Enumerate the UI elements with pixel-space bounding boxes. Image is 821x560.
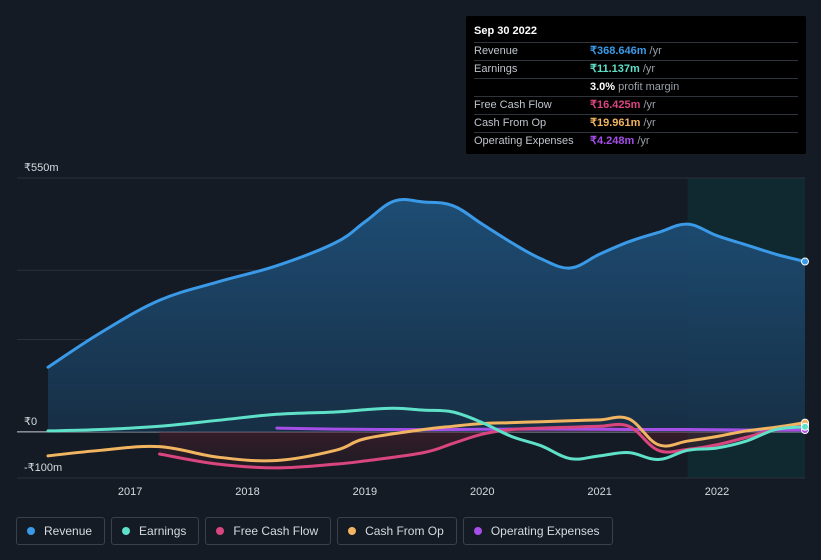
tooltip-row: Operating Expenses ₹4.248m/yr (474, 133, 798, 150)
tooltip-unit: /yr (643, 99, 656, 111)
x-tick-label: 2020 (470, 486, 494, 498)
tooltip-value: ₹19.961m (590, 117, 641, 129)
legend-dot-icon (473, 527, 482, 535)
series-line-cash-from-op (46, 415, 807, 463)
tooltip-date: Sep 30 2022 (474, 24, 798, 43)
tooltip: Sep 30 2022 Revenue ₹368.646m/yr Earnings ₹… (466, 16, 806, 154)
tooltip-row: Revenue ₹368.646m/yr (474, 43, 798, 61)
legend-item[interactable]: Cash From Op (337, 517, 457, 545)
series-line-earnings (46, 406, 807, 462)
tooltip-label: Revenue (474, 45, 519, 57)
chart: ₹550m ₹0 -₹100m 2017 2018 2019 2020 2021 2022 (17, 162, 809, 498)
series-end-point (801, 422, 809, 431)
tooltip-row: 3.0% profit margin (474, 79, 798, 97)
tooltip-label (474, 79, 590, 96)
tooltip-label: Operating Expenses (474, 135, 574, 147)
tooltip-label: Earnings (474, 63, 518, 75)
tooltip-value: ₹11.137m (590, 63, 640, 75)
x-tick-label: 2021 (587, 486, 611, 498)
x-tick-label: 2019 (353, 486, 377, 498)
tooltip-value: ₹4.248m (590, 135, 635, 147)
tooltip-unit: /yr (642, 63, 656, 75)
tooltip-value: 3.0% (590, 81, 616, 93)
tooltip-unit: /yr (643, 117, 656, 129)
legend-dot-icon (348, 527, 357, 535)
legend-dot-icon (122, 527, 131, 535)
y-tick-label: -₹100m (24, 462, 62, 474)
tooltip-unit: /yr (649, 45, 662, 57)
x-tick-label: 2017 (118, 486, 142, 498)
tooltip-row: Free Cash Flow ₹16.425m/yr (474, 97, 798, 115)
series-line-revenue (46, 198, 807, 369)
legend-label: Free Cash Flow (233, 524, 319, 538)
legend-label: Operating Expenses (490, 524, 600, 538)
tooltip-label: Cash From Op (474, 117, 547, 129)
tooltip-value: ₹16.425m (590, 99, 641, 111)
legend: Revenue Earnings Free Cash Flow Cash From O… (16, 517, 613, 545)
x-tick-label: 2022 (705, 486, 729, 498)
legend-label: Revenue (44, 524, 93, 538)
legend-item[interactable]: Operating Expenses (462, 517, 613, 545)
tooltip-unit: profit margin (618, 81, 680, 93)
legend-dot-icon (27, 527, 35, 535)
legend-dot-icon (216, 527, 225, 535)
tooltip-value: ₹368.646m (590, 45, 647, 57)
legend-item[interactable]: Free Cash Flow (205, 517, 332, 545)
tooltip-row: Cash From Op ₹19.961m/yr (474, 115, 798, 133)
y-tick-label: ₹0 (24, 416, 37, 428)
legend-label: Cash From Op (365, 524, 444, 538)
tooltip-row: Earnings ₹11.137m/yr (474, 61, 798, 79)
series-line-free-cash-flow (157, 422, 807, 470)
legend-item[interactable]: Revenue (16, 517, 106, 545)
tooltip-unit: /yr (637, 135, 650, 147)
series-end-point (801, 257, 809, 266)
y-tick-label: ₹550m (24, 162, 59, 174)
x-tick-label: 2018 (235, 486, 259, 498)
tooltip-label: Free Cash Flow (474, 99, 552, 111)
revenue-area (48, 199, 805, 432)
legend-label: Earnings (139, 524, 187, 538)
legend-item[interactable]: Earnings (111, 517, 200, 545)
free-cash-flow-area (159, 424, 806, 468)
